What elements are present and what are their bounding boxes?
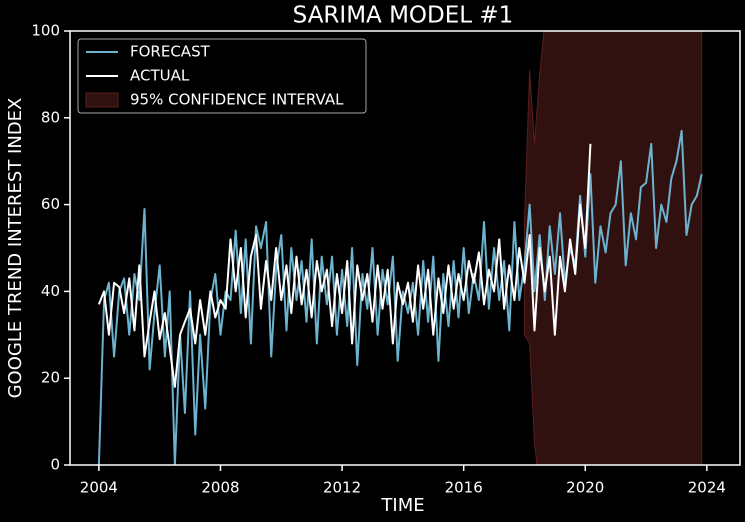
y-tick-label: 0 [50,456,60,474]
y-tick-label: 40 [41,282,60,300]
y-tick-label: 20 [41,369,60,387]
x-tick-label: 2012 [323,479,361,497]
x-tick-label: 2016 [445,479,483,497]
series-line [97,129,703,465]
x-tick-label: 2004 [80,479,118,497]
legend-swatch [85,92,119,108]
y-tick-label: 60 [41,195,60,213]
x-tick-label: 2020 [566,479,604,497]
series-line [97,143,592,388]
y-tick-label: 100 [31,22,60,40]
legend-label: FORECAST [130,43,211,61]
legend-label: ACTUAL [130,67,190,85]
confidence-band [523,31,703,465]
x-tick-label: 2024 [688,479,726,497]
x-axis-label: TIME [380,495,424,516]
x-tick-label: 2008 [201,479,239,497]
plot-area [97,31,703,465]
chart-title: SARIMA MODEL #1 [293,3,514,29]
axes-frame [69,30,741,466]
y-tick-label: 80 [41,108,60,126]
legend-label: 95% CONFIDENCE INTERVAL [130,91,344,109]
y-axis-label: GOOGLE TREND INTEREST INDEX [5,98,26,399]
legend-box [77,38,367,114]
